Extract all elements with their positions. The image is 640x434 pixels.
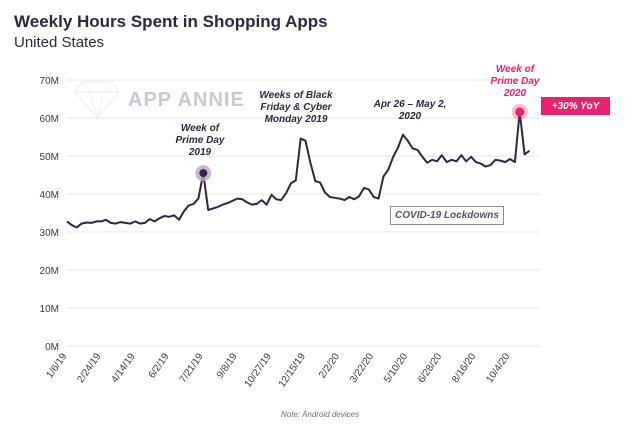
footnote: Note: Android devices	[281, 410, 359, 419]
y-tick-label: 50M	[40, 152, 59, 163]
annotation-label: 2020	[503, 88, 527, 99]
covid-lockdowns-label: COVID-19 Lockdowns	[390, 206, 504, 225]
annotation-label: Week of	[181, 123, 221, 134]
x-tick-label: 7/21/19	[178, 351, 206, 385]
series-line	[66, 110, 531, 229]
y-tick-label: 10M	[40, 304, 59, 315]
x-tick-label: 1/6/19	[44, 351, 69, 380]
y-tick-label: 60M	[40, 114, 59, 125]
annotation-label: Prime Day	[491, 76, 540, 87]
x-tick-label: 10/27/19	[243, 351, 275, 390]
annotation-label: Friday & Cyber	[260, 102, 332, 113]
y-tick-label: 0M	[45, 342, 59, 353]
x-tick-label: 3/22/20	[348, 351, 376, 385]
annotation-label: Prime Day	[176, 135, 225, 146]
x-tick-label: 4/14/19	[109, 351, 137, 385]
watermark-logo-text: APP ANNIE	[128, 89, 245, 111]
x-tick-label: 8/16/20	[450, 351, 478, 385]
y-tick-label: 70M	[40, 76, 59, 87]
annotation-marker	[199, 169, 208, 178]
x-tick-label: 6/2/19	[147, 351, 172, 380]
annotation-label: Week of	[496, 64, 536, 75]
x-tick-label: 12/15/19	[277, 351, 309, 390]
y-tick-label: 40M	[40, 190, 59, 201]
annotation-label: Weeks of Black	[259, 90, 333, 101]
y-tick-label: 20M	[40, 266, 59, 277]
annotation-label: Monday 2019	[265, 114, 328, 125]
annotation-label: 2019	[188, 147, 212, 158]
x-tick-label: 6/28/20	[416, 351, 444, 385]
yoy-badge: +30% YoY	[541, 97, 610, 115]
chart-subtitle: United States	[14, 34, 105, 51]
annotation-label: Apr 26 – May 2,	[373, 99, 447, 110]
chart-title: Weekly Hours Spent in Shopping Apps	[14, 12, 328, 31]
annotation-marker	[515, 107, 525, 117]
x-tick-label: 10/4/20	[484, 351, 512, 385]
x-tick-label: 9/8/19	[215, 351, 240, 380]
x-tick-label: 2/2/20	[317, 351, 342, 380]
x-tick-label: 2/24/19	[75, 351, 103, 385]
annotation-label: 2020	[398, 111, 422, 122]
y-tick-label: 30M	[40, 228, 59, 239]
x-tick-label: 5/10/20	[382, 351, 410, 385]
